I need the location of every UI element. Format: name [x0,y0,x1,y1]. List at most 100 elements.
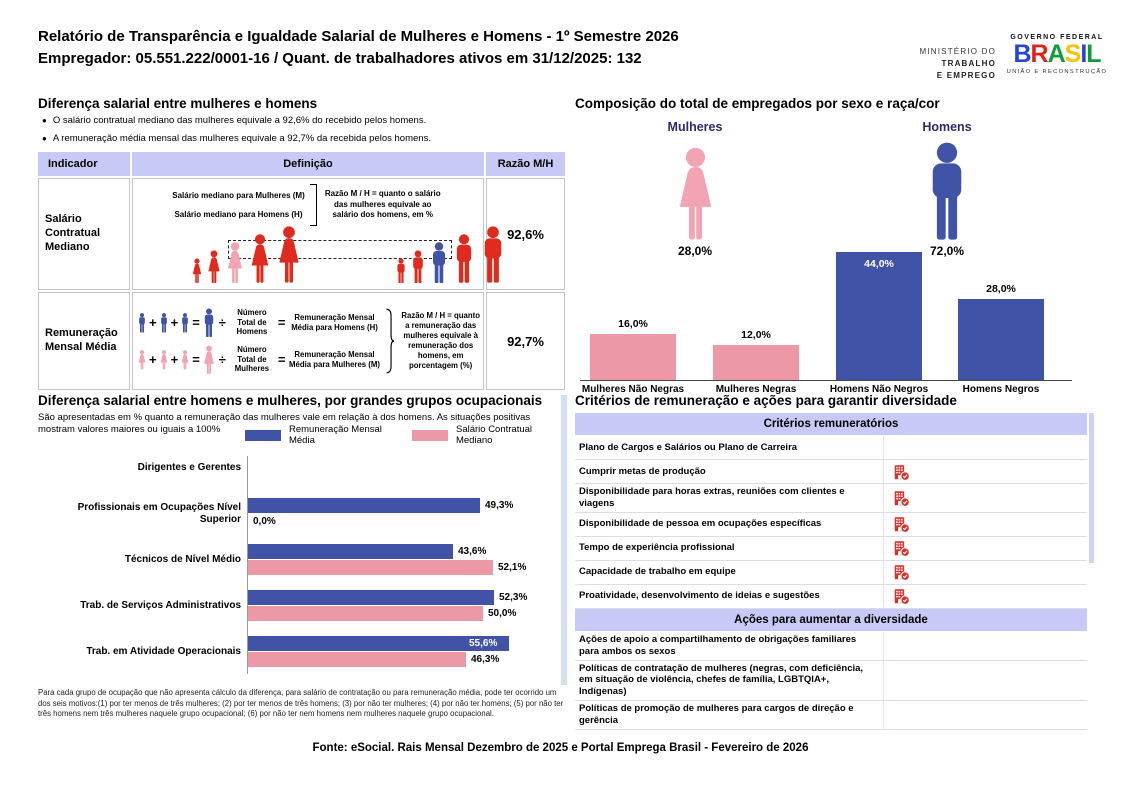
men-formula-line: + + = ÷ Número Total de Homens = Remuneraç… [137,308,381,338]
woman-figure-icon [137,350,147,370]
man-figure-icon [429,242,449,284]
criteria-row: Plano de Cargos e Salários ou Plano de C… [575,436,1087,460]
series-bar [248,590,494,605]
series-bar [248,560,493,575]
criteria-row: Capacidade de trabalho em equipe [575,560,1087,585]
man-figure-icon [452,234,476,284]
criteria-row: Ações de apoio a compartilhamento de obr… [575,631,1087,661]
criteria-row: Disponibilidade para horas extras, reuni… [575,484,1087,513]
definition-note: Razão M / H = quanto a remuneração das m… [401,310,480,371]
definition-note: Razão M / H = quanto o salário das mulhe… [324,189,441,220]
criteria-icon-cell [883,436,1087,459]
criteria-icon-cell [883,701,1087,729]
criteria-label: Proatividade, desenvolvimento de ideias … [579,590,820,602]
bracket-shape [309,184,317,226]
criteria-label: Políticas de promoção de mulheres para c… [579,703,854,726]
occupation-group: Trab. de Serviços Administrativos 52,3% 50… [38,590,565,622]
criteria-section-header: Ações para aumentar a diversidade [575,608,1087,631]
criteria-row: Políticas de contratação de mulheres (ne… [575,660,1087,702]
criteria-icon-cell [883,560,1087,584]
criteria-label: Capacidade de trabalho em equipe [579,566,736,578]
occupation-bars: 55,6% 46,3% [248,636,563,668]
pictogram-label: Mulheres [667,120,723,134]
men-pictogram-block: Homens 72,0% [872,120,1022,258]
bar-value-label: 0,0% [253,516,276,527]
legend-swatch-pink [412,429,448,441]
series-bar [248,498,480,513]
bar-value-label: 44,0% [864,258,894,270]
pictogram-value: 28,0% [677,244,713,258]
occupation-group: Dirigentes e Gerentes [38,452,565,484]
criteria-icon-cell [883,484,1087,512]
scrollbar-strip[interactable] [561,395,567,685]
occupation-bars: 43,6% 52,1% [248,544,563,576]
company-check-icon [894,517,910,534]
equals-sign: = [192,315,200,330]
occupation-label: Trab. em Atividade Operacionais [86,646,241,657]
criteria-label: Plano de Cargos e Salários ou Plano de C… [579,441,798,453]
woman-figure-icon [180,350,190,370]
bullet-item: ● A remuneração média mensal das mulheres… [42,130,562,148]
formula-result: Remuneração Mensal Média para Homens (H) [291,312,378,332]
men-sum-icons: + + = [137,308,216,338]
chart-legend: Remuneração Mensal Média Salário Contrat… [245,424,565,446]
definition-line: Salário mediano para Mulheres (M) [172,190,305,200]
bullet-icon: ● [42,134,47,144]
table-header-razao: Razão M/H [486,152,565,176]
women-figures-group [191,226,303,284]
criteria-icon-cell [883,512,1087,536]
section-title-occupational: Diferença salarial entre homens e mulher… [38,393,543,408]
category-label: Mulheres Não Negras [581,384,685,395]
woman-figure-icon [248,234,272,284]
criteria-label: Disponibilidade de pessoa em ocupações e… [579,518,822,530]
plus-sign: + [170,315,179,330]
legend-label: Salário Contratual Mediano [455,424,533,446]
equals-sign: = [192,352,200,367]
woman-figure-icon [275,226,303,284]
company-check-icon [894,491,910,507]
definition-line: Salário mediano para Homens (H) [174,210,303,219]
men-figures-group [395,226,507,284]
curly-brace-shape [385,308,394,374]
occupation-bars: 49,3% 0,0% [248,498,563,530]
occupational-bar-chart: Dirigentes e Gerentes Profissionais em Oc… [38,452,565,684]
occupational-subtitle: São apresentadas em % quanto a remuneraç… [38,412,531,435]
bar-value-label: 55,6% [469,638,498,649]
equals-sign: = [277,352,286,367]
formula-divisor: Número Total de Homens [236,307,268,337]
ministry-line: MINISTÉRIO DO [919,47,996,56]
source-footer: Fonte: eSocial. Rais Mensal Dezembro de … [312,742,809,754]
occupational-footnote: Para cada grupo de ocupação que não apre… [38,688,564,719]
criteria-label: Ações de apoio a compartilhamento de obr… [579,633,857,657]
pictogram-label: Homens [922,120,972,134]
man-figure-icon [180,313,190,333]
median-salary-illustration [133,226,483,286]
criteria-row: Tempo de experiência profissional [575,536,1087,561]
composition-bar [958,299,1044,380]
series-bar [248,652,466,667]
woman-figure-icon [225,242,245,284]
bar-value-label: 52,1% [498,562,527,573]
ratio-value: 92,6% [486,178,565,290]
criteria-table: Critérios remuneratórios Plano de Cargos … [575,413,1087,730]
criteria-icon-cell [883,536,1087,560]
equals-sign: = [277,315,286,330]
criteria-label: Tempo de experiência profissional [579,542,735,554]
woman-pictogram-icon [673,147,718,242]
report-title: Relatório de Transparência e Igualdade S… [38,28,679,45]
occupation-label: Profissionais em Ocupações Nível Superio… [77,502,241,525]
man-figure-icon [395,258,407,284]
ministry-line: E EMPREGO [936,71,996,80]
occupation-label: Dirigentes e Gerentes [137,462,241,473]
criteria-icon-cell [883,584,1087,608]
criteria-row: Proatividade, desenvolvimento de ideias … [575,584,1087,609]
formula-result: Remuneração Mensal Média para Mulheres (… [289,349,380,369]
divide-sign: ÷ [218,352,226,367]
chart-axis-line [247,456,248,674]
series-bar [248,606,483,621]
composition-bar-chart: 16,0% 12,0% 44,0% 28,0% [580,250,1072,381]
plus-sign: + [149,315,157,330]
occupation-bars [248,452,563,484]
section-title-composition: Composição do total de empregados por se… [575,96,940,111]
composition-bar [713,345,799,380]
